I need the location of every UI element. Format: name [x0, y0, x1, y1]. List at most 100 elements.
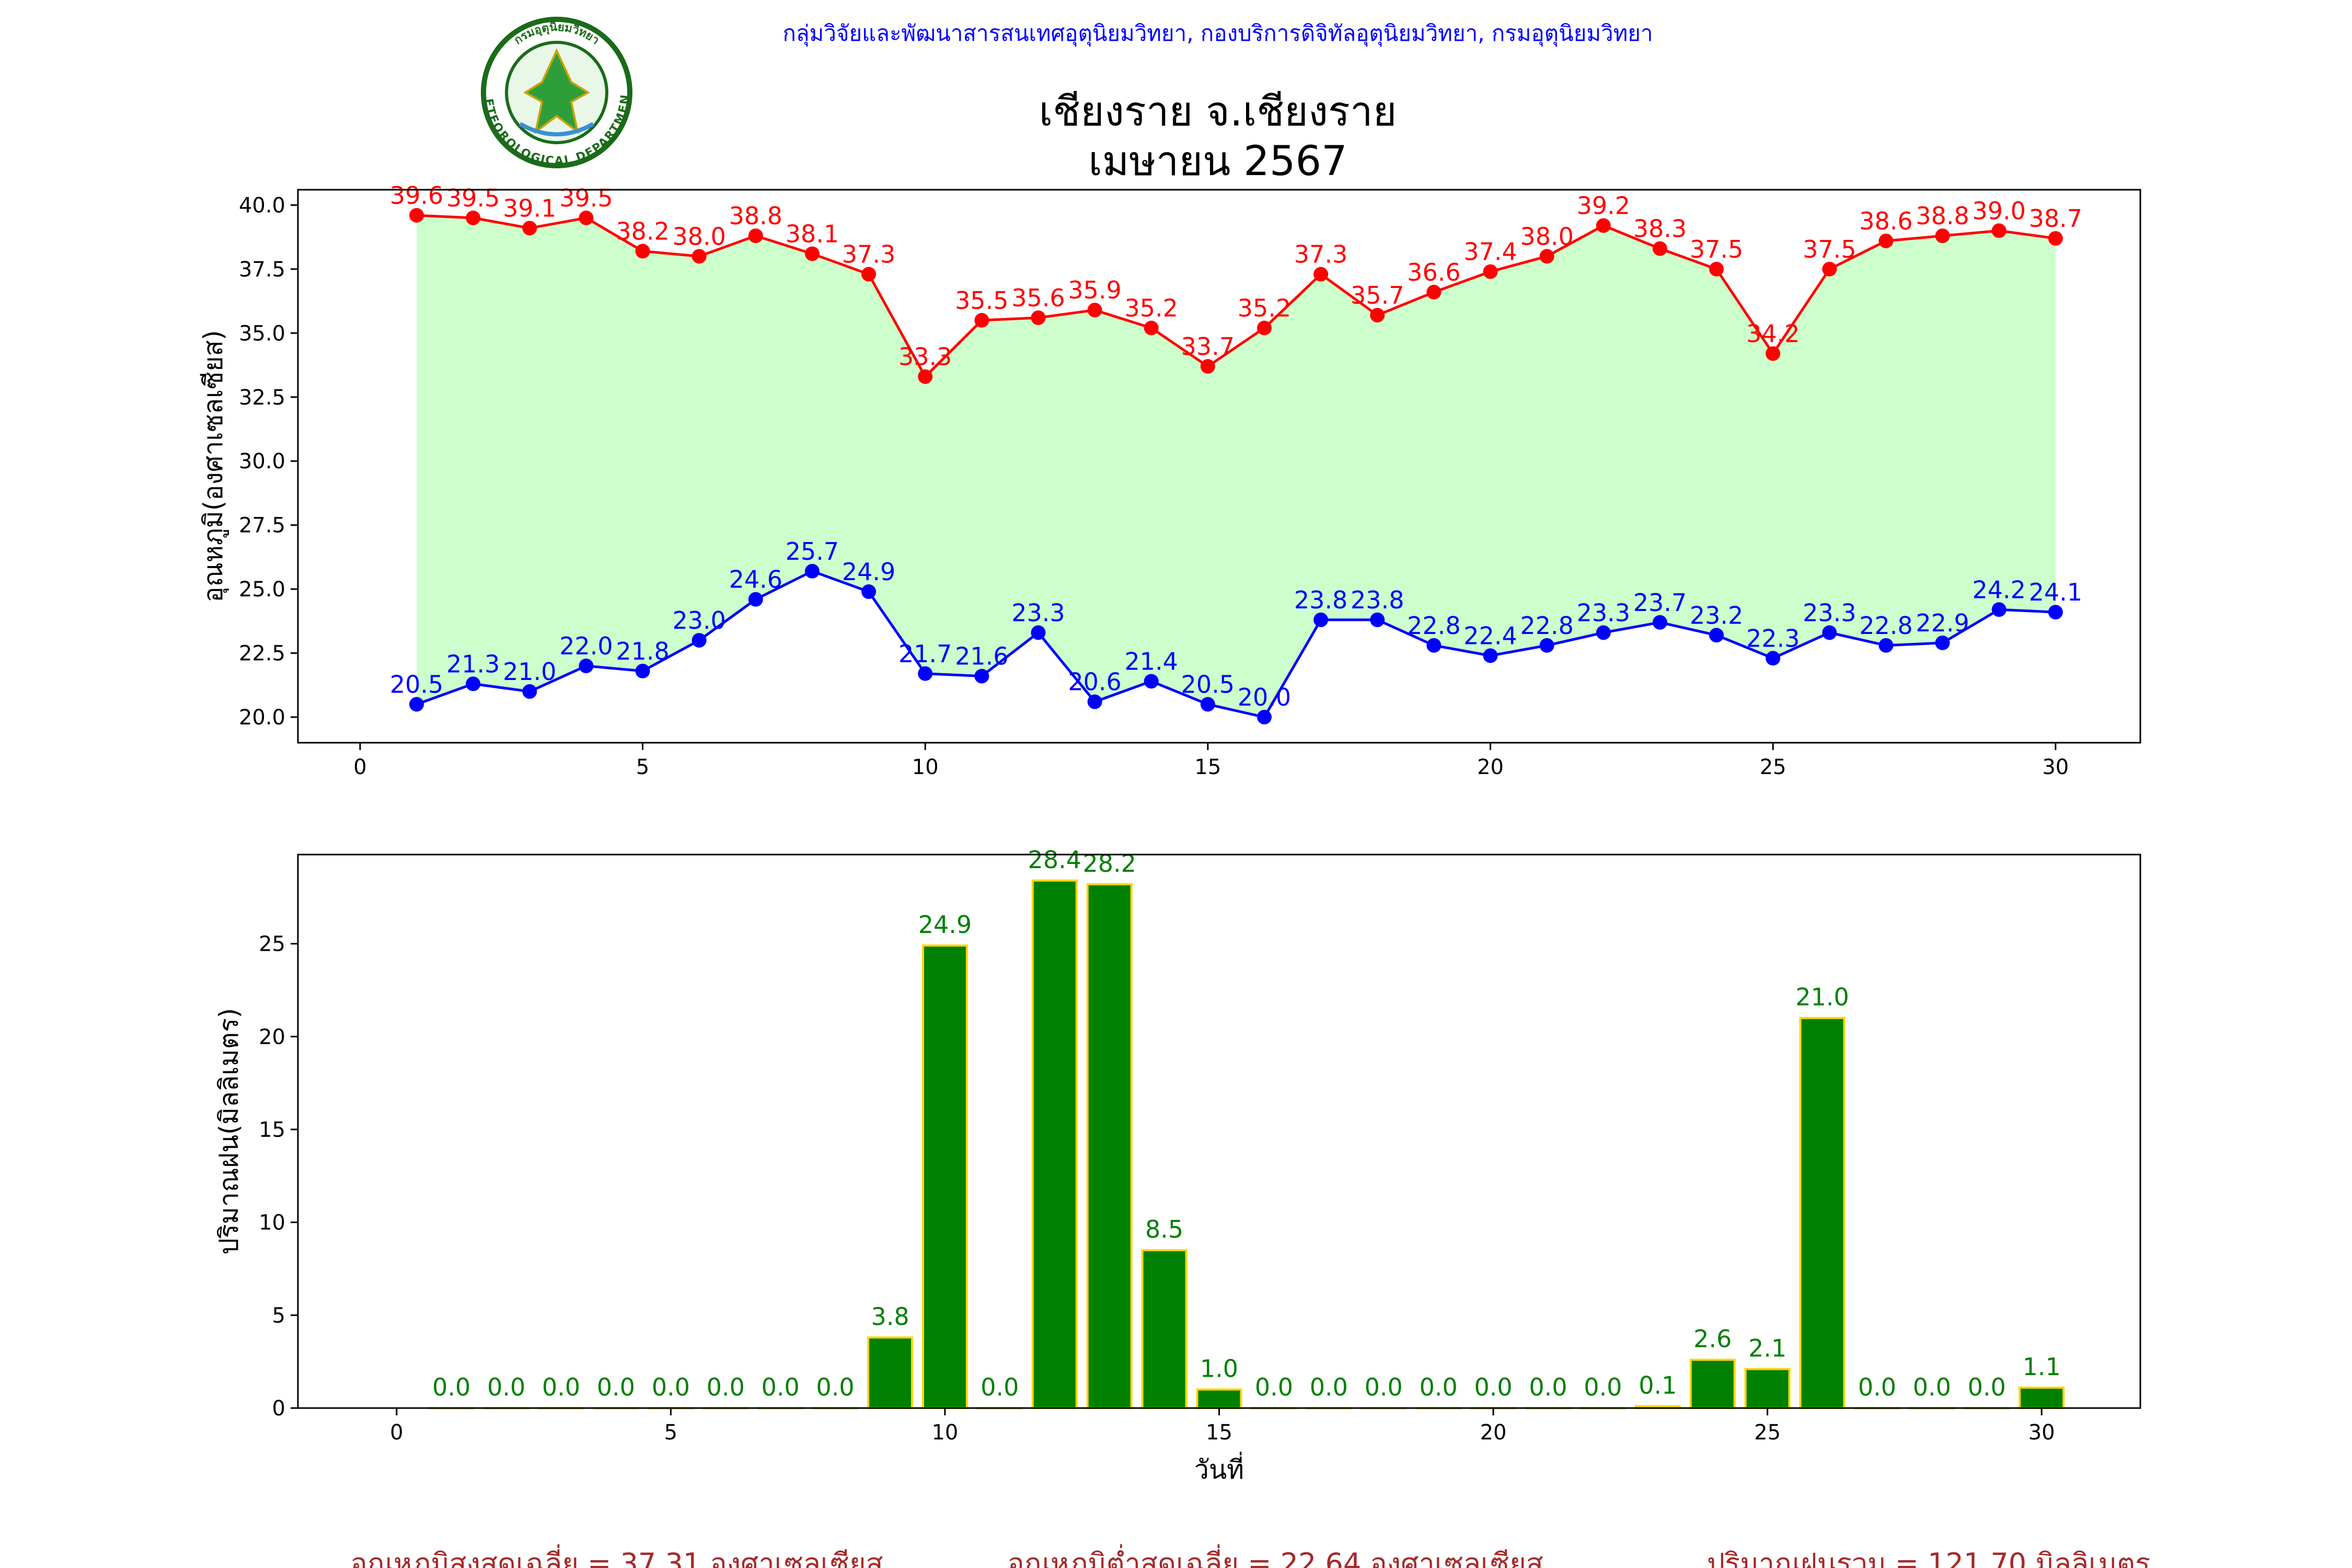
min-temperature-label: 25.7	[786, 537, 839, 566]
rainfall-bar-label: 0.0	[1310, 1373, 1348, 1401]
min-temperature-label: 22.8	[1407, 612, 1460, 640]
max-temperature-point	[1822, 261, 1837, 276]
temperature-labels-layer: 39.6 39.5 39.1 39.538.2 38.038.838.137.333.3…	[390, 181, 2082, 711]
max-temperature-label: 37.4	[1463, 238, 1517, 266]
rainfall-bar-label: 0.0	[816, 1373, 855, 1401]
min-temperature-point	[579, 659, 594, 674]
max-temperature-point	[1426, 284, 1442, 299]
temperature-plot-frame	[297, 189, 2141, 744]
min-temperature-point	[1144, 674, 1159, 689]
rainfall-bar-label: 1.1	[2023, 1353, 2061, 1381]
temperature-y-tick-label: 20.0	[239, 706, 285, 730]
max-temperature-label: 37.5	[1690, 235, 1743, 263]
max-temperature-label: 34.2	[1746, 319, 1800, 348]
min-temperature-label: 22.9	[1916, 609, 1969, 637]
rainfall-y-tick-label: 0	[272, 1397, 285, 1421]
max-temperature-point	[635, 244, 650, 259]
rainfall-bar-label: 28.4	[1028, 846, 1081, 874]
max-temperature-label: 37.3	[1294, 240, 1347, 269]
rainfall-bar-label: 0.0	[1968, 1373, 2006, 1401]
temperature-y-axis-label: อุณหภูมิ(องศาเซลเซียส)	[198, 330, 229, 602]
temperature-chart: 39.6 39.5 39.1 39.538.2 38.038.838.137.333.3…	[198, 181, 2141, 779]
rainfall-y-axis-label: ปริมาณฝน(มิลลิเมตร)	[214, 1008, 244, 1254]
max-temperature-label: 38.8	[1916, 202, 1969, 230]
max-temperature-label: 35.9	[1068, 276, 1121, 304]
min-temperature-label: 21.3	[446, 650, 500, 678]
summary-avg-min: อุณหภูมิต่ำสุดเฉลี่ย = 22.64 องศาเซลเซีย…	[1007, 1544, 1543, 1568]
rainfall-bar-label: 8.5	[1145, 1215, 1183, 1243]
rainfall-bar-label: 0.0	[597, 1373, 635, 1401]
max-temperature-point	[409, 207, 424, 223]
min-temperature-point	[1878, 638, 1894, 653]
rainfall-bar-label: 0.0	[1584, 1373, 1622, 1401]
min-temperature-label: 23.2	[1690, 601, 1743, 629]
min-temperature-label: 20.6	[1068, 668, 1121, 696]
max-temperature-point	[466, 210, 481, 225]
temperature-y-tick-label: 30.0	[239, 449, 285, 474]
rainfall-bar-label: 0.0	[487, 1373, 525, 1401]
max-temperature-point	[1991, 223, 2007, 238]
min-temperature-point	[861, 584, 877, 599]
max-temperature-label: 33.7	[1181, 332, 1235, 361]
max-temperature-label: 38.7	[2029, 204, 2082, 233]
max-temperature-point	[1200, 359, 1215, 374]
temperature-y-tick-label: 27.5	[239, 514, 285, 538]
min-temperature-label: 24.6	[729, 566, 782, 594]
temperature-y-tick-label: 32.5	[239, 386, 285, 410]
max-temperature-line	[416, 214, 2056, 379]
min-temperature-label: 23.8	[1294, 586, 1347, 614]
min-temperature-point	[635, 663, 650, 678]
rainfall-bar-label: 0.0	[1858, 1373, 1896, 1401]
temperature-lines-layer	[416, 214, 2056, 719]
min-temperature-point	[522, 684, 537, 699]
rainfall-bar-label: 1.0	[1200, 1354, 1238, 1382]
max-temperature-point	[748, 228, 763, 244]
min-temperature-point	[1991, 602, 2007, 617]
rainfall-bar-label: 24.9	[918, 910, 972, 939]
max-temperature-label: 36.6	[1407, 258, 1460, 286]
max-temperature-label: 35.2	[1238, 294, 1291, 322]
min-temperature-point	[1652, 615, 1667, 630]
rainfall-bar	[921, 944, 968, 1409]
min-temperature-label: 23.0	[673, 606, 726, 635]
rainfall-bar	[1744, 1368, 1791, 1410]
rainfall-bar-label: 3.8	[871, 1302, 909, 1331]
max-temperature-point	[1766, 346, 1781, 361]
max-temperature-label: 39.0	[1972, 197, 2025, 225]
min-temperature-point	[1257, 710, 1272, 725]
max-temperature-point	[579, 210, 594, 225]
min-temperature-point	[466, 676, 481, 691]
min-temperature-point	[918, 666, 933, 681]
organization-header: กลุ่มวิจัยและพัฒนาสารสนเทศอุตุนิยมวิทยา,…	[782, 20, 1653, 47]
rainfall-x-tick-label: 20	[1480, 1421, 1507, 1445]
max-temperature-label: 38.6	[1859, 207, 1912, 235]
rainfall-bar-label: 0.0	[1913, 1373, 1951, 1401]
max-temperature-point	[1596, 218, 1611, 233]
max-temperature-point	[2048, 231, 2063, 246]
max-temperature-label: 33.3	[898, 343, 952, 371]
rainfall-bar-label: 0.0	[652, 1373, 690, 1401]
rainfall-bar-label: 2.1	[1748, 1334, 1786, 1362]
temperature-y-tick-label: 25.0	[239, 578, 285, 602]
summary-total-rain: ปริมาณฝนรวม = 121.70 มิลลิเมตร	[1707, 1547, 2150, 1568]
logo-deity-icon	[523, 48, 590, 134]
min-temperature-line	[416, 570, 2056, 719]
min-temperature-label: 22.8	[1520, 612, 1573, 640]
max-temperature-label: 39.6	[390, 181, 443, 210]
temperature-x-tick-label: 15	[1194, 755, 1221, 779]
rainfall-y-tick-label: 5	[272, 1304, 285, 1328]
rainfall-bar-label: 0.0	[1529, 1373, 1567, 1401]
min-temperature-label: 21.4	[1125, 647, 1178, 675]
min-temperature-label: 23.3	[1577, 598, 1630, 627]
temperature-x-tick-label: 5	[636, 755, 649, 779]
min-temperature-point	[1200, 697, 1215, 712]
temperature-range-fill	[417, 215, 2056, 718]
rainfall-bar	[1086, 883, 1133, 1409]
temperature-y-tick-label: 37.5	[239, 258, 285, 282]
temperature-fill-layer	[417, 215, 2056, 718]
rainfall-bar-label: 0.0	[1365, 1373, 1403, 1401]
min-temperature-label: 21.8	[616, 637, 669, 665]
rainfall-bar-label: 0.0	[432, 1373, 470, 1401]
max-temperature-label: 35.7	[1351, 281, 1404, 309]
